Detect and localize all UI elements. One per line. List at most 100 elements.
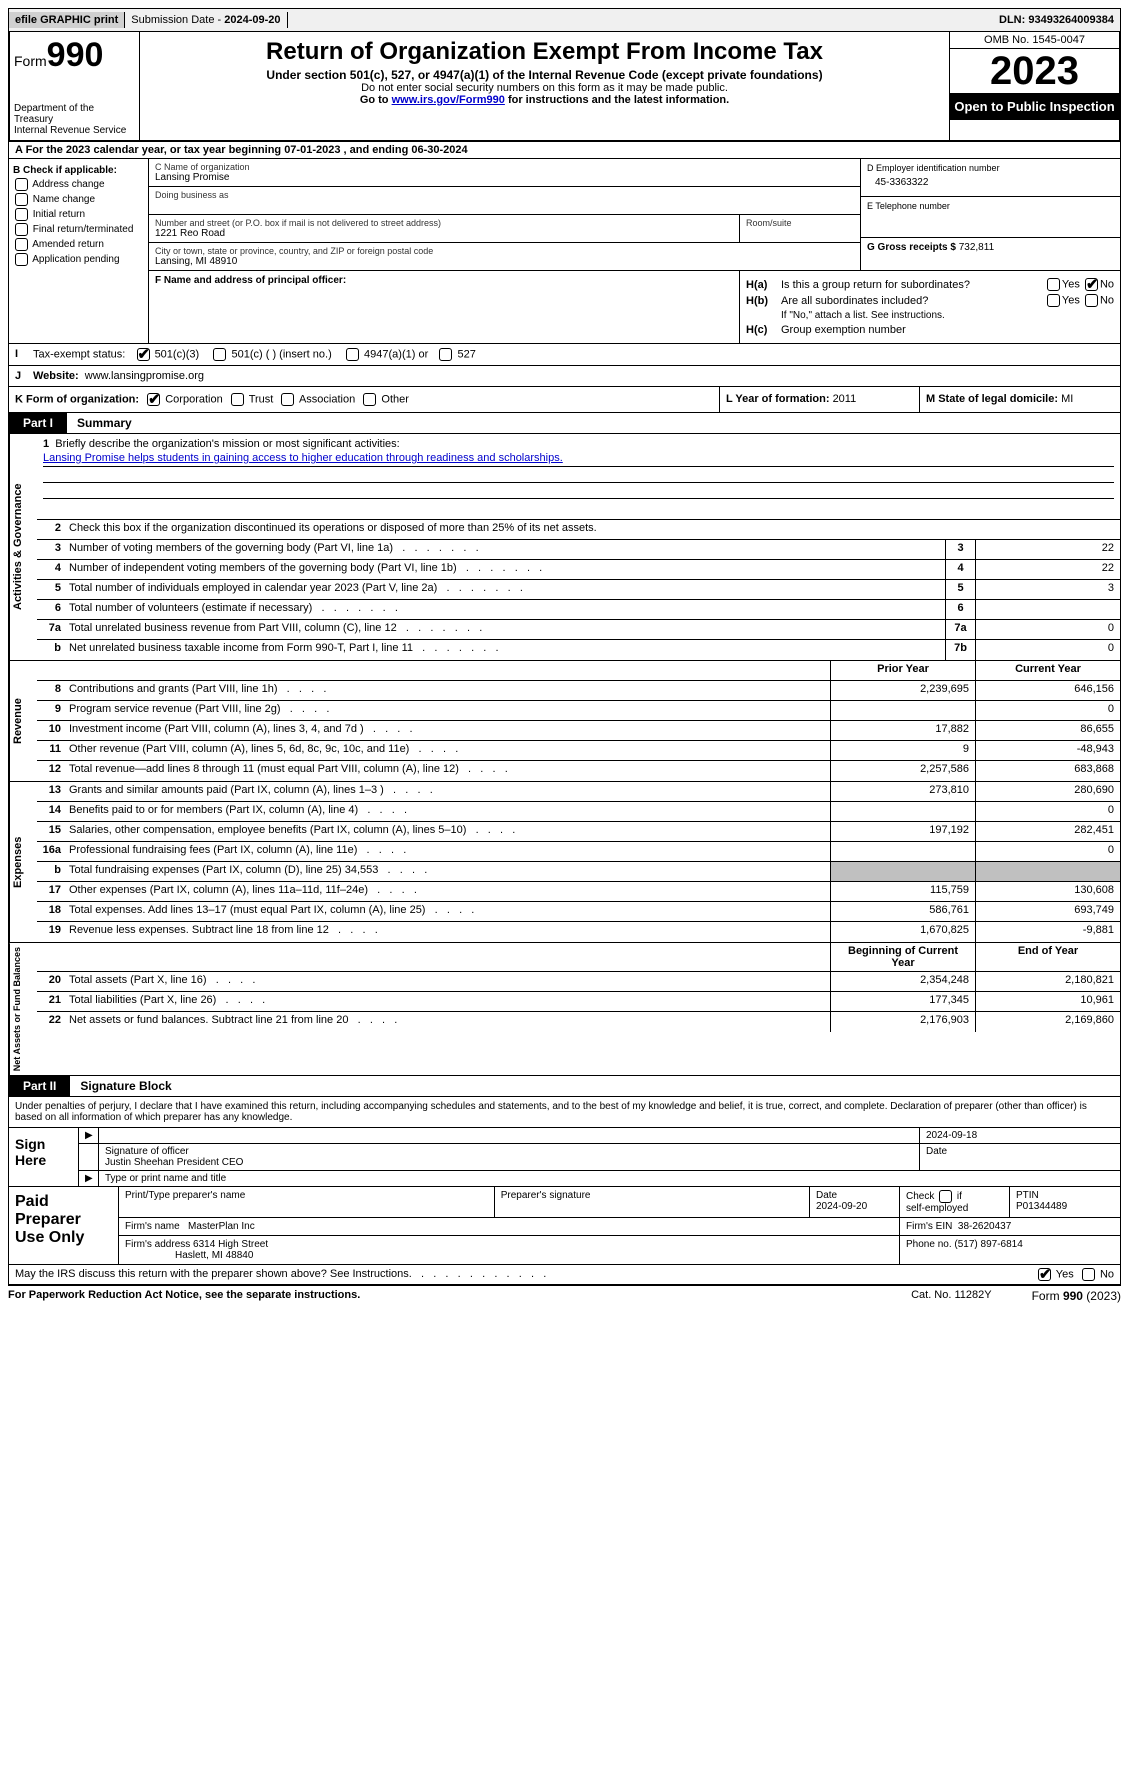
mission-text[interactable]: Lansing Promise helps students in gainin…	[43, 452, 563, 464]
chk-app-pending[interactable]	[15, 253, 28, 266]
chk-hb-yes[interactable]	[1047, 294, 1060, 307]
chk-hb-no[interactable]	[1085, 294, 1098, 307]
col-h-group: H(a)Is this a group return for subordina…	[740, 271, 1120, 343]
paid-preparer-block: Paid Preparer Use Only Print/Type prepar…	[8, 1187, 1121, 1265]
line-9: 9Program service revenue (Part VIII, lin…	[37, 701, 1120, 721]
form-number: Form990	[14, 36, 135, 75]
ein: 45-3363322	[867, 173, 1114, 192]
chk-ha-no[interactable]	[1085, 278, 1098, 291]
form-header: Form990 Department of the Treasury Inter…	[8, 32, 1121, 142]
firm-ein: 38-2620437	[958, 1221, 1011, 1232]
chk-self-employed[interactable]	[939, 1190, 952, 1203]
state-domicile: MI	[1061, 393, 1073, 405]
section-expenses: Expenses 13Grants and similar amounts pa…	[8, 782, 1121, 943]
form-title: Return of Organization Exempt From Incom…	[148, 38, 941, 66]
line-13: 13Grants and similar amounts paid (Part …	[37, 782, 1120, 802]
part2-header: Part II Signature Block	[8, 1076, 1121, 1097]
line-11: 11Other revenue (Part VIII, column (A), …	[37, 741, 1120, 761]
line-5: 5Total number of individuals employed in…	[37, 580, 1120, 600]
cat-no: Cat. No. 11282Y	[911, 1289, 992, 1303]
line-3: 3Number of voting members of the governi…	[37, 540, 1120, 560]
omb-number: OMB No. 1545-0047	[950, 32, 1119, 49]
arrow-icon: ▶	[79, 1128, 99, 1143]
sign-here-block: Sign Here ▶ 2024-09-18 Signature of offi…	[8, 1128, 1121, 1187]
website-url: www.lansingpromise.org	[85, 370, 204, 382]
dln: DLN: 93493264009384	[993, 12, 1120, 28]
top-toolbar: efile GRAPHIC print Submission Date - 20…	[8, 8, 1121, 32]
submission-date: Submission Date - 2024-09-20	[125, 12, 287, 28]
col-d-ein: D Employer identification number45-33633…	[860, 159, 1120, 270]
revenue-header: Prior Year Current Year	[37, 661, 1120, 681]
chk-amended[interactable]	[15, 238, 28, 251]
line-b: bNet unrelated business taxable income f…	[37, 640, 1120, 660]
perjury-statement: Under penalties of perjury, I declare th…	[8, 1097, 1121, 1128]
line-20: 20Total assets (Part X, line 16) . . . .…	[37, 972, 1120, 992]
chk-address-change[interactable]	[15, 178, 28, 191]
year-formation: 2011	[833, 393, 857, 405]
line-2: 2 Check this box if the organization dis…	[37, 520, 1120, 540]
chk-501c[interactable]	[213, 348, 226, 361]
discuss-row: May the IRS discuss this return with the…	[8, 1265, 1121, 1285]
line-15: 15Salaries, other compensation, employee…	[37, 822, 1120, 842]
row-klm: K Form of organization: Corporation Trus…	[8, 387, 1121, 413]
line-4: 4Number of independent voting members of…	[37, 560, 1120, 580]
chk-other[interactable]	[363, 393, 376, 406]
line-7a: 7aTotal unrelated business revenue from …	[37, 620, 1120, 640]
line-1-mission: 1 Briefly describe the organization's mi…	[37, 434, 1120, 520]
firm-phone: (517) 897-6814	[954, 1239, 1022, 1250]
line-12: 12Total revenue—add lines 8 through 11 (…	[37, 761, 1120, 781]
dept-treasury: Department of the Treasury Internal Reve…	[14, 103, 135, 136]
row-a-tax-year: A For the 2023 calendar year, or tax yea…	[8, 142, 1121, 159]
chk-4947[interactable]	[346, 348, 359, 361]
chk-527[interactable]	[439, 348, 452, 361]
line-16a: 16aProfessional fundraising fees (Part I…	[37, 842, 1120, 862]
col-b-checkboxes: B Check if applicable: Address change Na…	[9, 159, 149, 343]
chk-corp[interactable]	[147, 393, 160, 406]
line-21: 21Total liabilities (Part X, line 26) . …	[37, 992, 1120, 1012]
chk-ha-yes[interactable]	[1047, 278, 1060, 291]
line-14: 14Benefits paid to or for members (Part …	[37, 802, 1120, 822]
line-19: 19Revenue less expenses. Subtract line 1…	[37, 922, 1120, 942]
prep-date: 2024-09-20	[816, 1201, 867, 1212]
org-name: Lansing Promise	[155, 172, 229, 183]
tax-year: 2023	[950, 49, 1119, 93]
footer: For Paperwork Reduction Act Notice, see …	[8, 1285, 1121, 1306]
line-8: 8Contributions and grants (Part VIII, li…	[37, 681, 1120, 701]
col-f-officer: F Name and address of principal officer:	[149, 271, 740, 343]
chk-initial-return[interactable]	[15, 208, 28, 221]
sign-date: 2024-09-18	[920, 1128, 1120, 1143]
chk-501c3[interactable]	[137, 348, 150, 361]
gross-receipts: 732,811	[959, 242, 994, 253]
chk-trust[interactable]	[231, 393, 244, 406]
officer-name: Justin Sheehan President CEO	[105, 1157, 243, 1168]
efile-print-button[interactable]: efile GRAPHIC print	[9, 12, 125, 28]
form-subtitle: Under section 501(c), 527, or 4947(a)(1)…	[148, 68, 941, 82]
line-6: 6Total number of volunteers (estimate if…	[37, 600, 1120, 620]
irs-link[interactable]: www.irs.gov/Form990	[392, 94, 505, 106]
chk-assoc[interactable]	[281, 393, 294, 406]
chk-discuss-no[interactable]	[1082, 1268, 1095, 1281]
block-bcd: B Check if applicable: Address change Na…	[8, 159, 1121, 344]
section-governance: Activities & Governance 1 Briefly descri…	[8, 434, 1121, 661]
arrow-icon: ▶	[79, 1171, 99, 1186]
col-c-org-info: C Name of organizationLansing Promise Do…	[149, 159, 860, 270]
line-b: bTotal fundraising expenses (Part IX, co…	[37, 862, 1120, 882]
firm-address: 6314 High Street	[193, 1239, 268, 1250]
ptin: P01344489	[1016, 1201, 1067, 1212]
line-22: 22Net assets or fund balances. Subtract …	[37, 1012, 1120, 1032]
city-state-zip: Lansing, MI 48910	[155, 256, 237, 267]
line-17: 17Other expenses (Part IX, column (A), l…	[37, 882, 1120, 902]
section-net-assets: Net Assets or Fund Balances Beginning of…	[8, 943, 1121, 1076]
chk-name-change[interactable]	[15, 193, 28, 206]
net-header: Beginning of Current Year End of Year	[37, 943, 1120, 972]
line-18: 18Total expenses. Add lines 13–17 (must …	[37, 902, 1120, 922]
chk-discuss-yes[interactable]	[1038, 1268, 1051, 1281]
ssn-note: Do not enter social security numbers on …	[148, 82, 941, 94]
row-j-website: J Website: www.lansingpromise.org	[8, 366, 1121, 387]
street-address: 1221 Reo Road	[155, 228, 225, 239]
chk-final-return[interactable]	[15, 223, 28, 236]
section-revenue: Revenue Prior Year Current Year 8Contrib…	[8, 661, 1121, 782]
open-inspection: Open to Public Inspection	[950, 93, 1119, 120]
row-i-tax-status: I Tax-exempt status: 501(c)(3) 501(c) ( …	[8, 344, 1121, 366]
line-10: 10Investment income (Part VIII, column (…	[37, 721, 1120, 741]
